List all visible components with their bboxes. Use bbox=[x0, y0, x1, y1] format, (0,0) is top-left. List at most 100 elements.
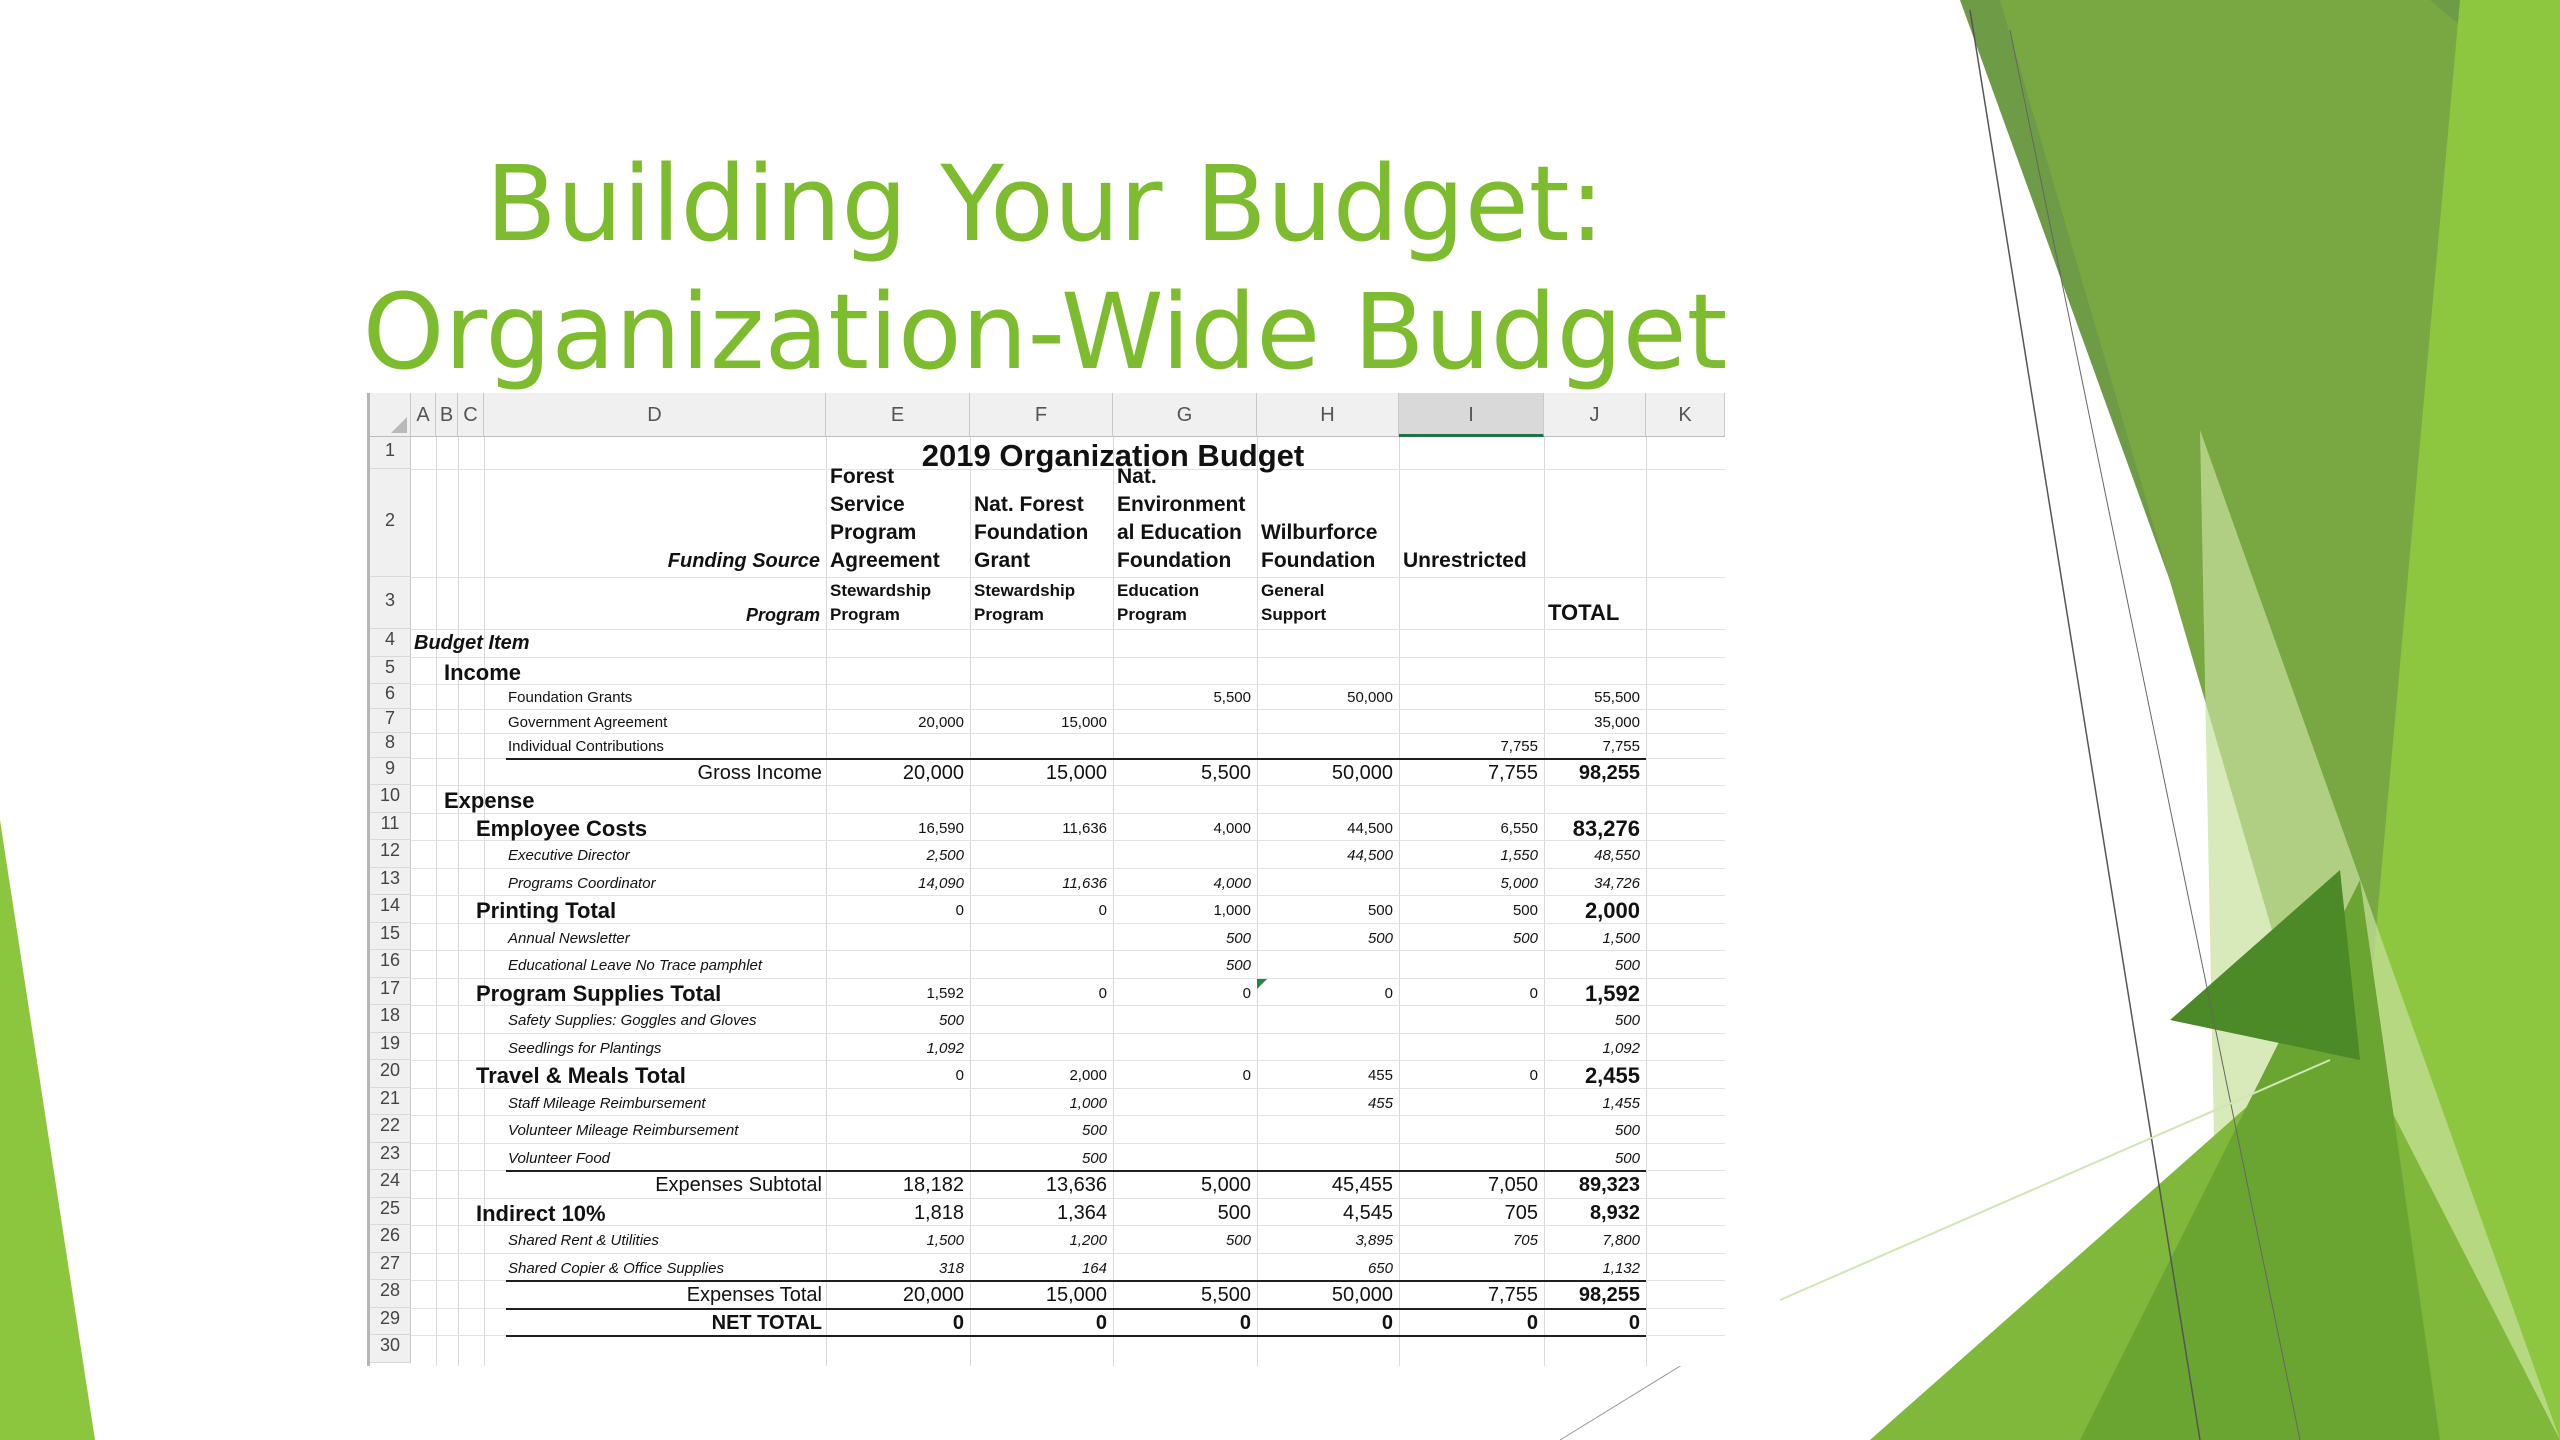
row-header-22[interactable]: 22 bbox=[370, 1115, 411, 1143]
gridline-horizontal bbox=[411, 1142, 1725, 1144]
gridline-horizontal bbox=[411, 895, 1725, 896]
row-header-17[interactable]: 17 bbox=[370, 977, 411, 1005]
budget-value-cell: 0 bbox=[1098, 984, 1107, 1002]
budget-value-cell: 1,455 bbox=[1602, 1094, 1640, 1112]
gridline-vertical bbox=[1257, 437, 1258, 1366]
budget-value-cell: 98,255 bbox=[1578, 1284, 1640, 1306]
budget-value-cell: 1,592 bbox=[1584, 980, 1640, 1006]
funding-source-label: Funding Source bbox=[667, 550, 820, 572]
row-header-25[interactable]: 25 bbox=[370, 1197, 411, 1225]
slide-title: Building Your Budget: Organization-Wide … bbox=[0, 140, 2090, 396]
column-header-h[interactable]: H bbox=[1257, 393, 1399, 437]
budget-value-cell: 0 bbox=[1381, 1311, 1393, 1334]
column-header-a[interactable]: A bbox=[411, 393, 436, 437]
funding-source-header-line: Unrestricted bbox=[1403, 549, 1527, 572]
budget-value-cell: 500 bbox=[1614, 1122, 1640, 1139]
row-header-5[interactable]: 5 bbox=[370, 656, 411, 684]
row-header-4[interactable]: 4 bbox=[370, 629, 411, 657]
net-total-rule bbox=[506, 1335, 1646, 1337]
row-header-28[interactable]: 28 bbox=[370, 1280, 411, 1308]
row-header-20[interactable]: 20 bbox=[370, 1060, 411, 1088]
total-rule bbox=[506, 1170, 1646, 1172]
column-header-e[interactable]: E bbox=[826, 393, 970, 437]
row-header-2[interactable]: 2 bbox=[370, 469, 411, 577]
row-header-18[interactable]: 18 bbox=[370, 1005, 411, 1033]
budget-value-cell: 0 bbox=[1242, 984, 1251, 1002]
column-header-f[interactable]: F bbox=[970, 393, 1113, 437]
gridline-horizontal bbox=[411, 840, 1725, 841]
budget-value-cell: 0 bbox=[1239, 1311, 1251, 1334]
row-label: Executive Director bbox=[508, 847, 630, 864]
row-header-3[interactable]: 3 bbox=[370, 577, 411, 629]
budget-value-cell: 2,000 bbox=[1584, 898, 1640, 923]
budget-value-cell: 20,000 bbox=[902, 761, 964, 784]
gridline-vertical bbox=[826, 437, 827, 1366]
row-label: Safety Supplies: Goggles and Gloves bbox=[508, 1012, 757, 1029]
budget-value-cell: 455 bbox=[1367, 1067, 1393, 1084]
budget-value-cell: 15,000 bbox=[1045, 761, 1107, 784]
budget-value-cell: 55,500 bbox=[1594, 689, 1640, 706]
budget-value-cell: 8,932 bbox=[1589, 1201, 1640, 1224]
slide-title-line-2: Organization-Wide Budget bbox=[362, 271, 1728, 393]
row-header-14[interactable]: 14 bbox=[370, 895, 411, 923]
column-header-i[interactable]: I bbox=[1399, 393, 1544, 437]
row-header-7[interactable]: 7 bbox=[370, 708, 411, 733]
cell-error-indicator bbox=[1257, 978, 1267, 989]
row-header-16[interactable]: 16 bbox=[370, 950, 411, 978]
budget-value-cell: 0 bbox=[952, 1311, 964, 1334]
program-header-line: Program bbox=[1117, 605, 1187, 624]
row-label: Expenses Subtotal bbox=[655, 1174, 822, 1196]
budget-value-cell: 500 bbox=[1081, 1149, 1107, 1167]
row-header-9[interactable]: 9 bbox=[370, 757, 411, 785]
budget-value-cell: 0 bbox=[1098, 902, 1107, 919]
budget-value-cell: 15,000 bbox=[1061, 713, 1107, 731]
row-header-19[interactable]: 19 bbox=[370, 1032, 411, 1060]
column-header-b[interactable]: B bbox=[436, 393, 458, 437]
gridline-horizontal bbox=[411, 977, 1725, 979]
gridline-vertical bbox=[458, 437, 459, 1366]
row-label: Shared Rent & Utilities bbox=[508, 1232, 659, 1249]
budget-value-cell: 1,592 bbox=[926, 984, 964, 1002]
row-header-6[interactable]: 6 bbox=[370, 683, 411, 709]
program-header-line: General bbox=[1261, 581, 1325, 600]
row-label: Educational Leave No Trace pamphlet bbox=[508, 957, 763, 974]
budget-value-cell: 164 bbox=[1081, 1259, 1107, 1277]
row-header-11[interactable]: 11 bbox=[370, 812, 411, 840]
row-header-29[interactable]: 29 bbox=[370, 1307, 411, 1335]
row-header-24[interactable]: 24 bbox=[370, 1170, 411, 1198]
budget-value-cell: 1,550 bbox=[1500, 847, 1538, 864]
row-header-26[interactable]: 26 bbox=[370, 1225, 411, 1253]
budget-value-cell: 1,200 bbox=[1069, 1232, 1107, 1249]
row-header-15[interactable]: 15 bbox=[370, 922, 411, 950]
deco-line-2 bbox=[2009, 29, 2301, 1440]
row-header-10[interactable]: 10 bbox=[370, 785, 411, 813]
deco-shape-lower-dark bbox=[2170, 870, 2360, 1060]
budget-value-cell: 20,000 bbox=[902, 1284, 964, 1306]
row-header-21[interactable]: 21 bbox=[370, 1087, 411, 1115]
program-header-line: Program bbox=[974, 605, 1044, 624]
column-header-k[interactable]: K bbox=[1646, 393, 1725, 437]
row-header-23[interactable]: 23 bbox=[370, 1142, 411, 1170]
row-label: Shared Copier & Office Supplies bbox=[508, 1259, 724, 1277]
program-header-line: Stewardship bbox=[974, 581, 1076, 600]
row-header-27[interactable]: 27 bbox=[370, 1252, 411, 1280]
column-header-d[interactable]: D bbox=[484, 393, 826, 437]
row-header-30[interactable]: 30 bbox=[370, 1335, 411, 1363]
row-label: Seedlings for Plantings bbox=[508, 1039, 662, 1057]
budget-value-cell: 1,132 bbox=[1602, 1259, 1640, 1277]
column-header-j[interactable]: J bbox=[1544, 393, 1646, 437]
row-header-1[interactable]: 1 bbox=[370, 437, 411, 469]
budget-value-cell: 705 bbox=[1504, 1201, 1538, 1224]
row-header-13[interactable]: 13 bbox=[370, 867, 411, 895]
funding-source-header-line: Forest bbox=[830, 465, 895, 488]
budget-value-cell: 50,000 bbox=[1347, 689, 1393, 706]
row-header-8[interactable]: 8 bbox=[370, 732, 411, 758]
gridline-vertical bbox=[1544, 437, 1545, 1366]
budget-value-cell: 0 bbox=[955, 1067, 964, 1084]
gridline-horizontal bbox=[411, 950, 1725, 951]
program-header-line: Support bbox=[1261, 605, 1327, 624]
column-header-g[interactable]: G bbox=[1113, 393, 1257, 437]
row-header-12[interactable]: 12 bbox=[370, 840, 411, 868]
column-header-c[interactable]: C bbox=[458, 393, 484, 437]
funding-source-header-line: Service bbox=[830, 493, 905, 516]
